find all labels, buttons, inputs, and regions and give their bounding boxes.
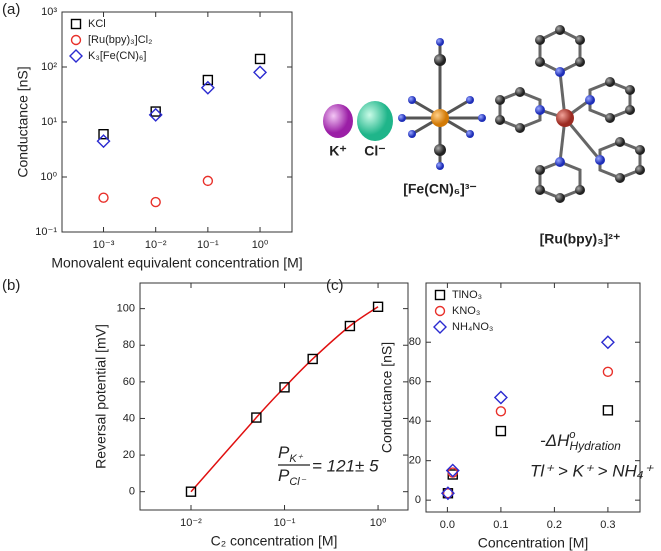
annotation: -ΔHo Hydration — [540, 429, 621, 453]
legend-label: TlNO₃ — [452, 289, 482, 301]
annotation-part: K⁺ — [289, 453, 303, 465]
marker — [70, 34, 82, 46]
annotation-part: Hydration — [569, 439, 621, 453]
plot-frame — [425, 282, 641, 513]
marker — [200, 80, 215, 95]
marker — [254, 53, 266, 65]
marker — [150, 106, 161, 117]
marker — [442, 488, 454, 499]
y-tick-label: 40 — [409, 415, 421, 427]
y-tick-label: 20 — [123, 449, 135, 461]
annotation: Tl⁺ > K⁺ > NH₄⁺ — [530, 461, 655, 480]
x-tick-label: 0.2 — [547, 519, 562, 531]
x-tick-label: 10⁰ — [252, 239, 269, 251]
molecule-label: K⁺ — [329, 143, 347, 159]
y-tick-label: 10² — [41, 61, 57, 73]
marker — [372, 301, 384, 312]
panel-label: (a) — [2, 1, 20, 18]
marker — [185, 486, 197, 497]
plot-frame — [139, 282, 409, 511]
marker — [493, 390, 508, 405]
y-tick-label: 10¹ — [41, 116, 57, 128]
marker — [602, 405, 614, 416]
x-tick-label: 10⁻¹ — [274, 517, 296, 529]
molecule-label: Cl⁻ — [364, 143, 385, 159]
legend-label: K₃[Fe(CN)₆] — [88, 50, 146, 62]
annotation: PK⁺ — [278, 443, 304, 464]
marker — [251, 412, 262, 423]
marker — [279, 382, 290, 393]
x-tick-label: 0.3 — [600, 519, 615, 531]
marker — [307, 353, 318, 365]
marker — [150, 196, 161, 208]
x-axis-label: Concentration [M] — [478, 535, 589, 551]
legend-label: NH₄NO₃ — [452, 321, 493, 333]
legend-label: [Ru(bpy)₃]Cl₂ — [88, 34, 152, 46]
y-axis-label: Reversal potential [mV] — [93, 324, 109, 469]
legend-label: KCl — [88, 18, 106, 30]
y-axis-label: Conductance [nS] — [15, 66, 31, 177]
x-tick-label: 10⁻¹ — [197, 239, 219, 251]
legend-label: KNO₃ — [452, 305, 480, 317]
marker — [202, 175, 214, 187]
marker — [600, 335, 615, 350]
x-tick-label: 10⁰ — [370, 517, 387, 529]
marker — [440, 486, 455, 501]
x-tick-label: 10⁻² — [180, 517, 202, 529]
marker — [96, 134, 111, 149]
y-tick-label: 10⁰ — [40, 171, 57, 183]
annotation: = 121± 5 — [312, 456, 379, 475]
marker — [70, 18, 82, 30]
panel-label: (b) — [2, 277, 20, 294]
molecule-label: [Fe(CN)₆]³⁻ — [403, 181, 477, 197]
marker — [253, 65, 268, 80]
x-tick-label: 0.0 — [440, 519, 455, 531]
marker — [98, 192, 109, 203]
y-tick-label: 40 — [123, 412, 135, 424]
marker — [445, 463, 460, 478]
marker — [602, 366, 614, 378]
molecule-label: [Ru(bpy)₃]²⁺ — [540, 231, 621, 247]
annotation-part: -ΔH — [540, 431, 570, 450]
annotation-part: o — [569, 429, 575, 441]
marker — [202, 74, 214, 86]
y-tick-label: 0 — [129, 486, 135, 498]
marker — [495, 406, 507, 417]
annotation-part: P — [278, 443, 290, 462]
y-tick-label: 10³ — [41, 6, 57, 18]
y-tick-label: 100 — [117, 303, 135, 315]
marker — [434, 305, 446, 317]
annotation: PCl⁻ — [278, 466, 307, 487]
annotation-part: P — [278, 466, 290, 485]
x-axis-label: C₂ concentration [M] — [211, 533, 338, 549]
y-tick-label: 60 — [123, 376, 135, 388]
marker — [495, 425, 507, 437]
x-tick-label: 10⁻² — [145, 239, 167, 251]
marker — [98, 129, 109, 140]
y-tick-label: 20 — [409, 455, 421, 467]
y-tick-label: 60 — [409, 376, 421, 388]
marker — [344, 320, 356, 332]
annotation-part: Cl⁻ — [289, 476, 306, 488]
x-tick-label: 10⁻³ — [93, 239, 115, 251]
marker — [434, 289, 446, 301]
y-tick-label: 80 — [123, 339, 135, 351]
marker — [148, 107, 163, 122]
fit-line — [190, 306, 379, 493]
x-axis-label: Monovalent equivalent concentration [M] — [51, 255, 302, 271]
molecule-art — [323, 25, 645, 203]
y-tick-label: 80 — [409, 336, 421, 348]
marker — [433, 320, 447, 334]
x-tick-label: 0.1 — [493, 519, 508, 531]
panel-label: (c) — [326, 277, 344, 294]
y-axis-label: Conductance [nS] — [379, 342, 395, 453]
y-tick-label: 0 — [415, 494, 421, 506]
y-tick-label: 10⁻¹ — [35, 226, 57, 238]
marker — [69, 49, 83, 63]
